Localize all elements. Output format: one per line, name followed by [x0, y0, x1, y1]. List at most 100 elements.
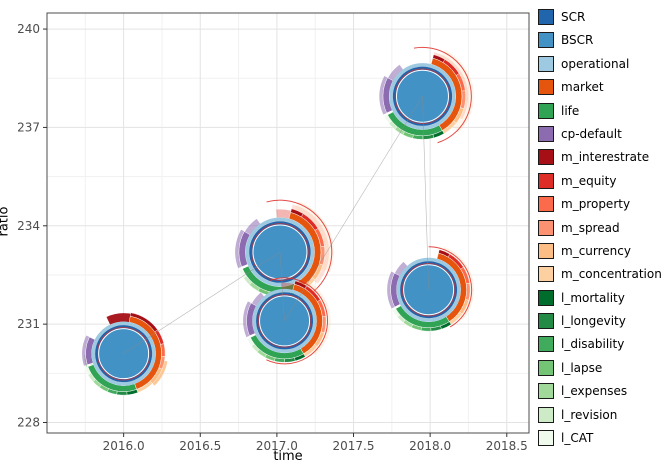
legend-label: operational — [561, 56, 630, 71]
legend-swatch-m_equity — [538, 172, 554, 189]
panel-border — [46, 12, 530, 434]
legend-item-market: market — [538, 79, 662, 96]
legend-swatch-m_property — [538, 196, 554, 213]
outline-arc-m_equity — [266, 199, 333, 302]
legend-label: l_mortality — [561, 290, 625, 305]
operational-ring — [245, 217, 315, 287]
x-tick-label: 2016.5 — [179, 439, 221, 453]
legend-swatch-l_lapse — [538, 359, 554, 376]
y-axis-title: ratio — [0, 206, 12, 237]
outline-arc-m_equity — [413, 46, 472, 144]
x-tick-label: 2017.0 — [256, 439, 298, 453]
legend-swatch-l_mortality — [538, 289, 554, 306]
legend-item-m_currency: m_currency — [538, 242, 662, 259]
legend-item-SCR: SCR — [538, 9, 662, 25]
legend-item-m_concentration: m_concentration — [538, 266, 662, 283]
y-tick-label: 240 — [17, 22, 40, 36]
legend-swatch-m_currency — [538, 242, 554, 259]
legend-swatch-l_revision — [538, 406, 554, 423]
x-tick-label: 2018.5 — [486, 439, 528, 453]
legend-swatch-BSCR — [538, 32, 554, 49]
sub-arc-cp-default — [82, 335, 90, 366]
y-tick-label: 237 — [17, 120, 40, 134]
operational-ring — [252, 288, 317, 353]
legend-swatch-life — [538, 102, 554, 119]
legend-item-cp-default: cp-default — [538, 125, 662, 142]
legend-label: l_expenses — [561, 384, 628, 399]
legend-item-m_equity: m_equity — [538, 172, 662, 189]
reference-circle — [251, 223, 309, 281]
legend-label: cp-default — [561, 126, 622, 141]
legend-item-l_CAT: l_CAT — [538, 430, 662, 447]
legend-swatch-m_spread — [538, 219, 554, 236]
legend-item-l_lapse: l_lapse — [538, 359, 662, 376]
legend-item-operational: operational — [538, 55, 662, 72]
legend-label: l_disability — [561, 337, 625, 352]
sub-arc-cp-default — [379, 76, 388, 115]
legend-swatch-l_longevity — [538, 313, 554, 330]
legend-item-l_longevity: l_longevity — [538, 313, 662, 330]
legend-swatch-l_CAT — [538, 430, 554, 447]
legend-item-l_disability: l_disability — [538, 336, 662, 353]
legend-label: l_CAT — [561, 431, 594, 446]
ghost-arc-m_interestrate — [106, 313, 133, 325]
x-axis-title: time — [273, 449, 303, 464]
legend-label: m_concentration — [561, 267, 662, 282]
x-tick-label: 2016.0 — [103, 439, 145, 453]
legend-label: m_currency — [561, 243, 631, 258]
legend-item-m_interestrate: m_interestrate — [538, 149, 662, 166]
legend-swatch-cp-default — [538, 125, 554, 142]
reference-circle — [401, 262, 456, 317]
legend-label: l_lapse — [561, 360, 603, 375]
connector-line — [123, 251, 281, 354]
operational-ring — [396, 257, 461, 322]
legend-swatch-market — [538, 79, 554, 96]
legend-label: l_longevity — [561, 314, 626, 329]
risk-glyph — [387, 246, 475, 332]
legend-item-BSCR: BSCR — [538, 32, 662, 49]
legend-label: m_interestrate — [561, 150, 650, 165]
x-tick-label: 2017.5 — [333, 439, 375, 453]
mid-arc-life — [387, 111, 443, 137]
mid-arc-cp_default — [382, 77, 394, 114]
legend-label: l_revision — [561, 407, 618, 422]
x-tick-label: 2018.0 — [409, 439, 451, 453]
legend-item-l_expenses: l_expenses — [538, 383, 662, 400]
legend-swatch-l_expenses — [538, 383, 554, 400]
sub-arc-cp-default — [235, 229, 245, 269]
legend-label: m_equity — [561, 173, 617, 188]
plot-svg: 2016.0 2016.5 2017.0 2017.5 2018.0 2018.5 228 2… — [17, 12, 530, 453]
sub-arc-cp-default — [387, 271, 395, 309]
legend-swatch-l_disability — [538, 336, 554, 353]
legend-item-m_spread: m_spread — [538, 219, 662, 236]
mid-arc-cp_default — [238, 231, 251, 268]
legend-label: m_spread — [561, 220, 620, 235]
legend-item-m_property: m_property — [538, 196, 662, 213]
legend-item-l_mortality: l_mortality — [538, 289, 662, 306]
legend-swatch-m_interestrate — [538, 149, 554, 166]
legend-item-life: life — [538, 102, 662, 119]
legend-label: life — [561, 103, 580, 118]
reference-circle — [96, 326, 151, 381]
outline-arc-m_equity — [428, 246, 473, 328]
operational-ring — [91, 321, 156, 386]
legend-swatch-m_concentration — [538, 266, 554, 283]
operational-ring — [389, 63, 456, 130]
legend-label: BSCR — [561, 33, 594, 48]
y-tick-label: 228 — [17, 416, 40, 430]
connector-line — [284, 96, 423, 322]
risk-glyph — [379, 46, 474, 144]
y-tick-label: 234 — [17, 219, 40, 233]
legend-swatch-operational — [538, 55, 554, 72]
legend-label: m_property — [561, 197, 631, 212]
legend-label: market — [561, 80, 604, 95]
y-tick-label: 231 — [17, 317, 40, 331]
connector-line — [279, 251, 285, 321]
reference-circle — [394, 68, 451, 125]
sub-arc-cp-default — [243, 301, 251, 338]
ghost-arc-m_concentration — [300, 280, 331, 356]
legend-item-l_revision: l_revision — [538, 406, 662, 423]
legend: SCR BSCR operational market life cp-default m_… — [538, 9, 662, 447]
legend-swatch-SCR — [538, 9, 554, 25]
